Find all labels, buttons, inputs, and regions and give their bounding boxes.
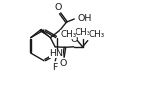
- Text: CH₃: CH₃: [75, 28, 91, 37]
- Text: CH₃: CH₃: [89, 30, 105, 39]
- Text: OH: OH: [77, 14, 92, 23]
- Polygon shape: [39, 29, 50, 38]
- Text: O: O: [59, 59, 66, 68]
- Text: HN: HN: [49, 49, 63, 58]
- Text: O: O: [70, 35, 78, 44]
- Text: F: F: [52, 63, 57, 72]
- Text: CH₃: CH₃: [60, 30, 76, 39]
- Text: O: O: [54, 3, 62, 12]
